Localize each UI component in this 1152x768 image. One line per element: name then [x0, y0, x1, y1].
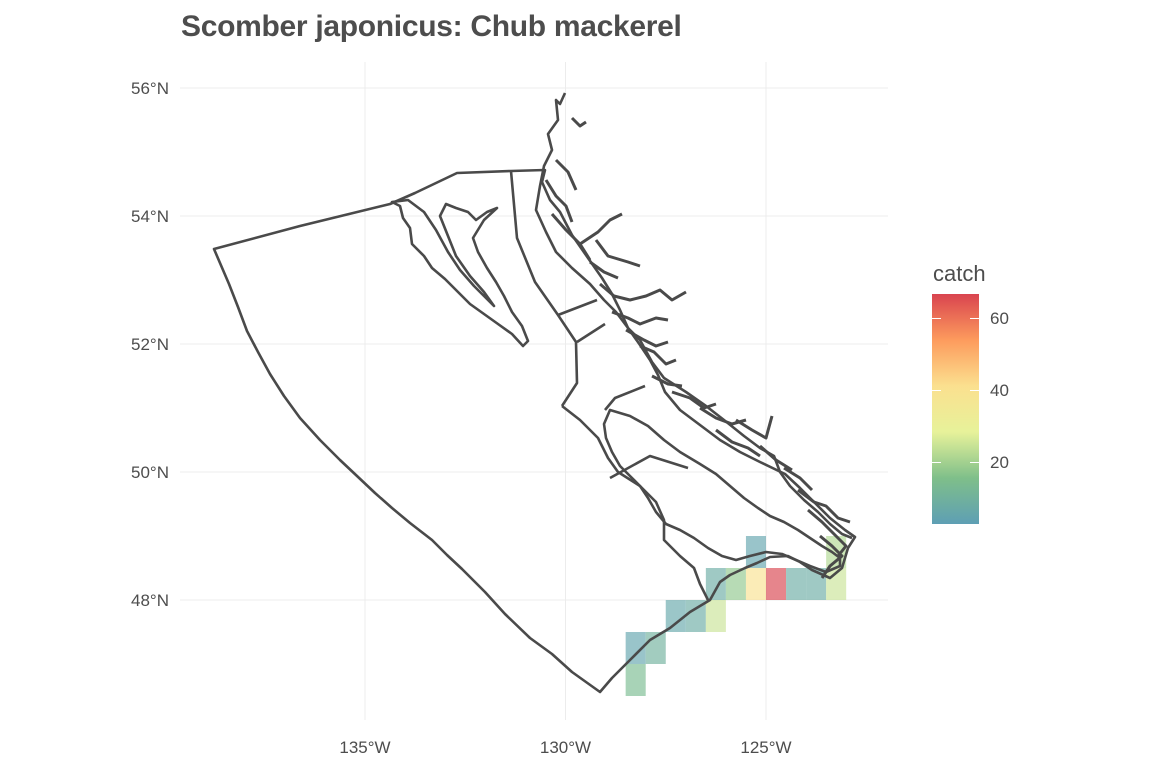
mainland-coast — [534, 92, 853, 601]
graticule — [180, 62, 888, 720]
legend-tick — [970, 390, 979, 392]
catch-cell-5 — [786, 568, 807, 600]
catch-cell-10 — [685, 600, 706, 632]
y-tick-label: 56°N — [131, 79, 169, 98]
legend-tick — [932, 318, 941, 320]
map-title: Scomber japonicus: Chub mackerel — [181, 10, 682, 43]
vancouver-island-outline — [602, 408, 842, 574]
y-tick-label: 52°N — [131, 335, 169, 354]
legend-label: 40 — [990, 381, 1009, 401]
legend-title: catch — [933, 261, 986, 286]
catch-cell-4 — [766, 568, 787, 600]
x-tick-label: 125°W — [740, 738, 791, 757]
legend-color-bar — [932, 294, 979, 524]
axis-tick-labels: 135°W 130°W 125°W 56°N 54°N 52°N 50°N 48°N — [131, 79, 792, 757]
y-tick-label: 50°N — [131, 463, 169, 482]
legend-label: 20 — [990, 452, 1009, 472]
x-tick-label: 130°W — [540, 738, 591, 757]
legend-tick — [932, 390, 941, 392]
x-tick-label: 135°W — [339, 738, 390, 757]
catch-cell-11 — [705, 600, 726, 632]
region-outline — [212, 92, 857, 694]
catch-cell-14 — [625, 664, 646, 696]
legend-tick — [970, 461, 979, 463]
legend-label: 60 — [990, 309, 1009, 329]
subarea-boundary-2 — [557, 298, 606, 344]
outer-boundary — [212, 168, 857, 694]
coastal-inlets — [544, 116, 851, 579]
subarea-boundary-3 — [604, 384, 689, 480]
catch-cell-3 — [745, 568, 766, 600]
catch-cell-12 — [625, 632, 646, 664]
haida-gwaii-outline — [390, 198, 530, 348]
y-tick-label: 48°N — [131, 591, 169, 610]
catch-cell-6 — [806, 568, 827, 600]
y-tick-label: 54°N — [131, 207, 169, 226]
legend-tick — [932, 461, 941, 463]
catch-cell-1 — [705, 568, 726, 600]
catch-cell-9 — [665, 600, 686, 632]
legend-tick — [970, 318, 979, 320]
